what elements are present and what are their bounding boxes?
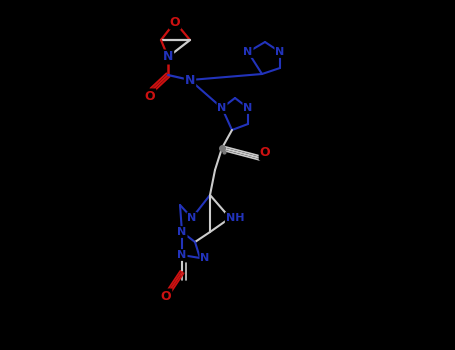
Text: N: N: [217, 103, 227, 113]
Text: O: O: [145, 90, 155, 103]
Text: O: O: [161, 289, 172, 302]
Text: N: N: [177, 250, 187, 260]
Text: NH: NH: [226, 213, 244, 223]
Text: N: N: [177, 227, 187, 237]
Text: N: N: [185, 74, 195, 86]
Text: O: O: [170, 15, 180, 28]
Text: N: N: [243, 103, 253, 113]
Text: N: N: [243, 47, 253, 57]
Text: N: N: [187, 213, 197, 223]
Text: N: N: [200, 253, 210, 263]
Text: N: N: [275, 47, 285, 57]
Text: O: O: [260, 147, 270, 160]
Text: N: N: [163, 50, 173, 63]
